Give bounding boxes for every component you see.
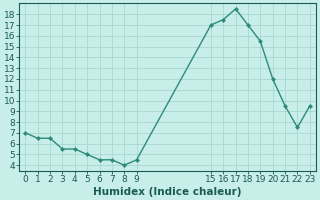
X-axis label: Humidex (Indice chaleur): Humidex (Indice chaleur): [93, 187, 242, 197]
